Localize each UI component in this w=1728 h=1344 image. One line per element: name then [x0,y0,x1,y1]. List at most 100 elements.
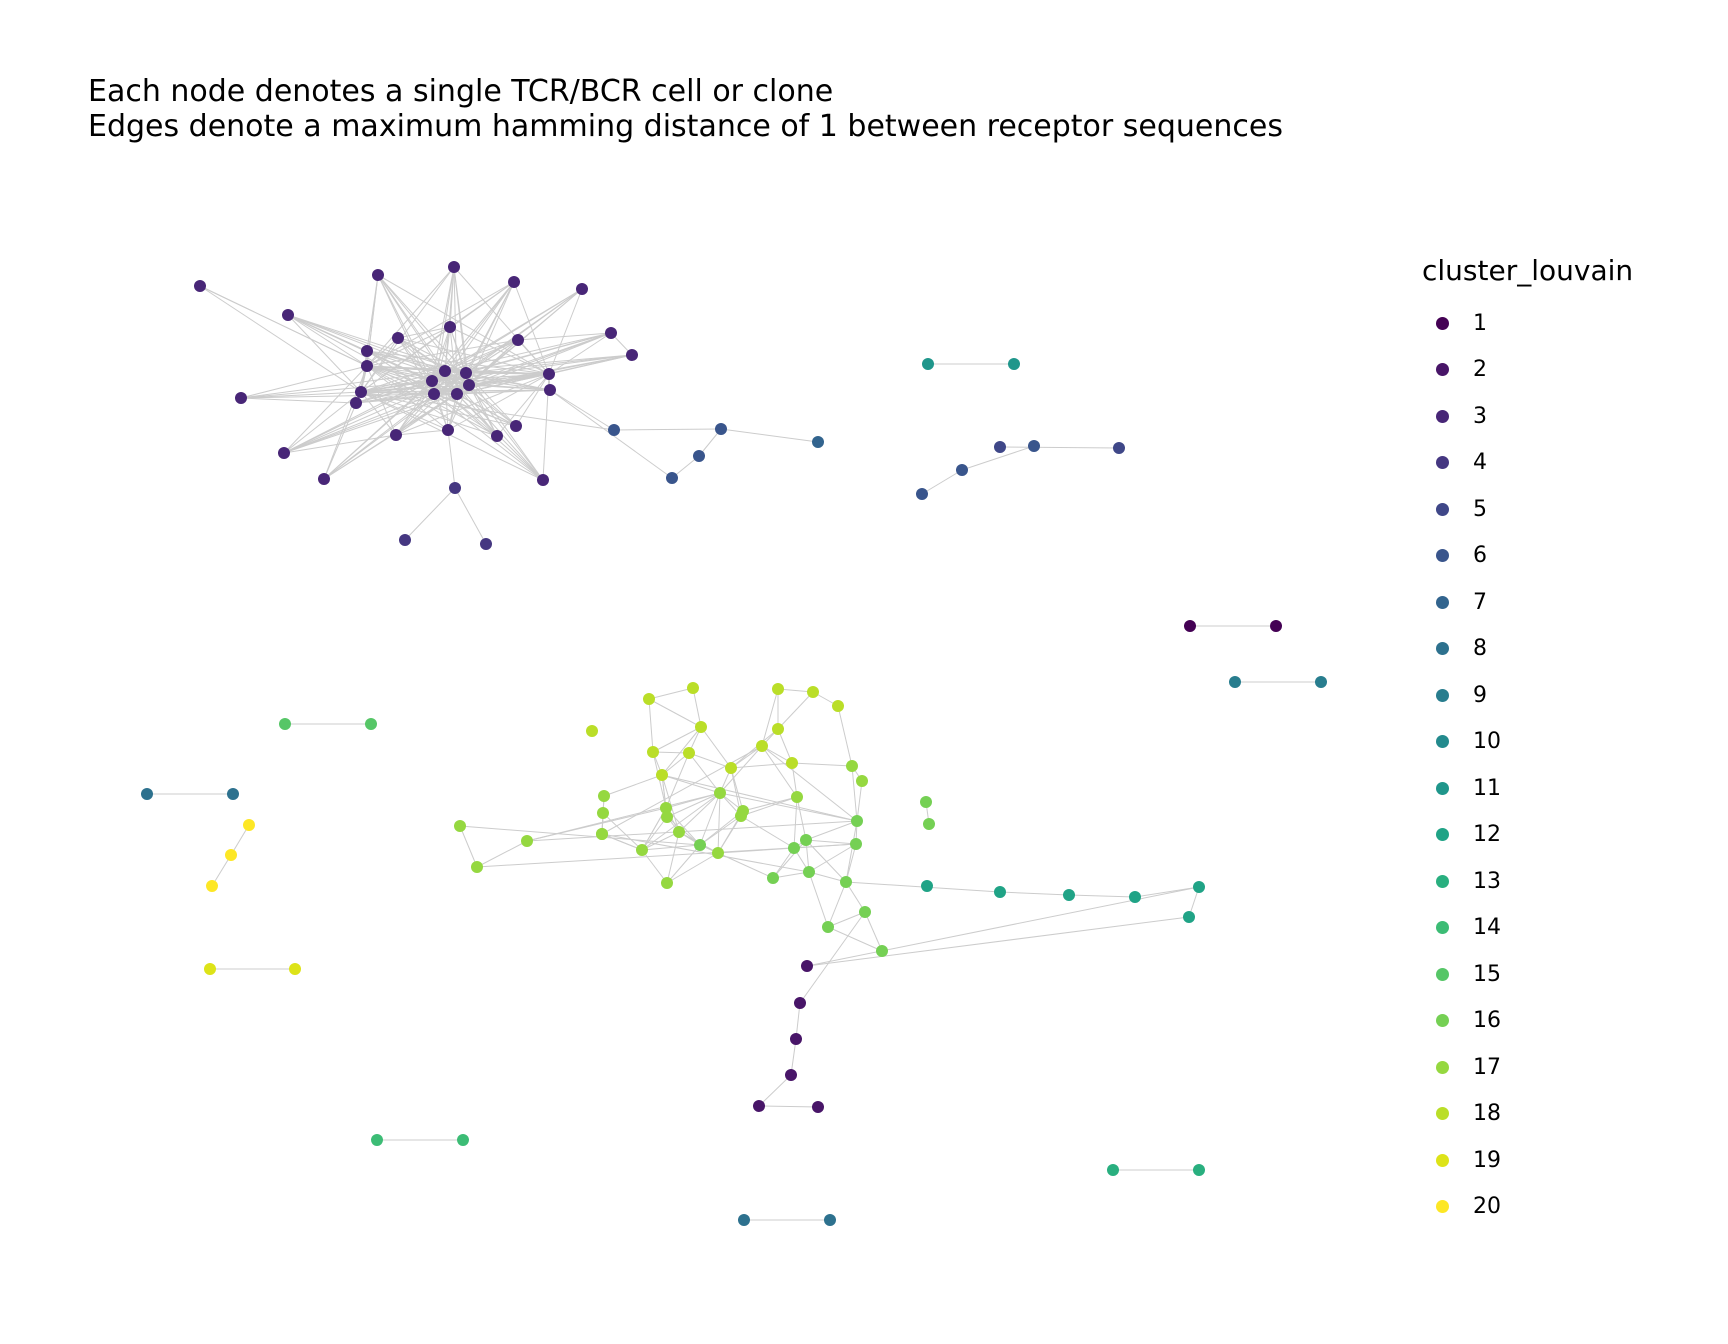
legend-label: 15 [1473,961,1501,987]
edge [323,380,433,480]
legend-item: 13 [1422,858,1633,905]
edge [603,774,663,797]
node-cluster-18 [647,746,659,758]
edge [199,285,362,393]
legend-swatch [1436,409,1449,423]
legend-swatch [1436,688,1449,702]
edge [661,726,702,776]
edge [395,429,449,436]
node-cluster-9 [1315,676,1327,688]
edge [377,274,467,374]
edge [468,384,517,427]
edge [240,365,368,399]
node-cluster-16 [920,796,932,808]
node-cluster-13 [1107,1164,1119,1176]
node-cluster-3 [372,269,384,281]
legend-label: 6 [1473,543,1487,569]
edge [740,815,795,849]
legend-item: 3 [1422,393,1633,440]
edge [456,393,517,427]
node-cluster-3 [442,424,454,436]
edge [699,792,721,846]
legend-item: 6 [1422,533,1633,580]
legend-label: 12 [1473,822,1501,848]
node-cluster-3 [463,379,475,391]
edge [283,365,368,454]
edge [283,380,433,454]
edge [366,350,550,375]
node-cluster-3 [235,392,247,404]
edge [740,796,798,817]
node-cluster-6 [608,424,620,436]
node-cluster-8 [141,788,153,800]
legend-item: 16 [1422,998,1633,1045]
legend-item: 2 [1422,347,1633,394]
legend-item: 9 [1422,672,1633,719]
node-cluster-17 [521,835,533,847]
edge [719,745,763,794]
node-cluster-16 [822,921,834,933]
edge [799,911,866,1004]
legend-label: 10 [1473,729,1501,755]
node-cluster-6 [1028,440,1040,452]
legend-swatch [1436,363,1449,377]
edge [661,774,680,833]
title-line-1: Each node denotes a single TCR/BCR cell … [88,74,834,109]
edge [360,391,517,427]
legend-swatch [1436,316,1449,330]
node-cluster-18 [643,693,655,705]
edge [720,428,819,443]
edge [240,393,435,399]
edge [240,397,357,404]
edge [805,839,857,845]
node-cluster-17 [661,811,673,823]
edge [641,831,680,851]
legend-label: 16 [1473,1008,1501,1034]
edge [777,691,814,730]
edge [454,487,487,545]
node-cluster-18 [725,762,737,774]
node-cluster-3 [512,334,524,346]
edge [360,391,544,481]
node-cluster-3 [350,397,362,409]
edge-layer [147,266,1321,1221]
node-cluster-3 [444,321,456,333]
edge [999,446,1120,449]
node-cluster-17 [454,820,466,832]
legend-swatch [1436,642,1449,656]
node-cluster-20 [206,880,218,892]
node-cluster-3 [544,384,556,396]
edge [515,373,550,427]
edge [700,726,732,769]
node-cluster-3 [508,276,520,288]
node-cluster-3 [428,388,440,400]
edge [240,370,446,399]
legend-item: 20 [1422,1184,1633,1231]
edge [211,854,232,887]
legend-label: 13 [1473,868,1501,894]
edge [761,745,858,822]
edge [453,266,470,386]
node-cluster-17 [636,844,648,856]
legend-swatch [1436,874,1449,888]
legend-swatch [1436,828,1449,842]
edge [444,339,519,372]
node-cluster-5 [1113,442,1125,454]
edge [449,281,515,328]
edge [366,266,455,367]
node-cluster-12 [1183,911,1195,923]
node-cluster-3 [491,430,503,442]
node-cluster-18 [683,747,695,759]
node-cluster-17 [712,847,724,859]
legend-swatch [1436,781,1449,795]
edge [468,384,544,481]
edge [845,820,858,883]
edge [397,326,451,339]
edge [730,762,793,769]
node-cluster-12 [921,880,933,892]
edge [772,871,810,879]
node-cluster-3 [460,367,472,379]
edge [548,288,583,375]
legend-swatch [1436,735,1449,749]
node-cluster-8 [824,1214,836,1226]
